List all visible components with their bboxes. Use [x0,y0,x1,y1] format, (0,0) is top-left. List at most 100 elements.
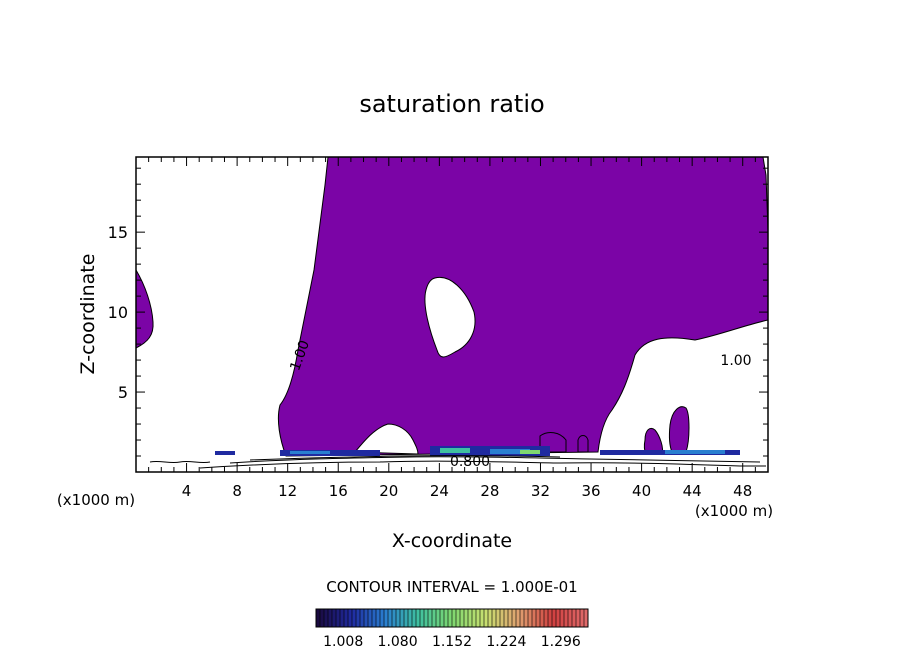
colorbar-segment [572,609,576,627]
subsaturated-hole [424,276,476,358]
colorbar-segment [512,609,516,627]
colorbar-segment [440,609,444,627]
colorbar-segment [476,609,480,627]
colorbar-segment [464,609,468,627]
colorbar-segment [360,609,364,627]
x-tick-label: 12 [278,482,297,500]
surface-contours [149,455,766,469]
saturation-blob-right-2 [643,427,663,455]
y-tick-label: 5 [118,383,128,402]
x-unit-right: (x1000 m) [695,502,773,520]
contour-interval: CONTOUR INTERVAL = 1.000E-01 [326,578,577,596]
colorbar-segment [364,609,368,627]
colorbar-segment [456,609,460,627]
colorbar-segment [544,609,548,627]
colorbar-segment [540,609,544,627]
colorbar-segment [516,609,520,627]
colorbar-segment [400,609,404,627]
x-tick-label: 24 [430,482,449,500]
colorbar-segment [492,609,496,627]
colorbar-segment [320,609,324,627]
subsaturated-notch [353,423,419,455]
x-tick-label: 16 [329,482,348,500]
x-unit-left: (x1000 m) [57,491,135,509]
colorbar-segment [584,609,588,627]
colorbar-segment [352,609,356,627]
colorbar-segment [480,609,484,627]
colorbar-segment [376,609,380,627]
colorbar-segment [568,609,572,627]
colorbar-segment [388,609,392,627]
colorbar-frame [315,608,589,628]
high-saturation-band [215,446,740,456]
colorbar-segment [536,609,540,627]
x-tick-label: 48 [733,482,752,500]
colorbar-segment [580,609,584,627]
y-tick-label: 15 [108,223,128,242]
colorbar-segment [356,609,360,627]
colorbar-segment [444,609,448,627]
colorbar-segment [412,609,416,627]
chart-title: saturation ratio [359,90,544,118]
x-tick-label: 28 [480,482,499,500]
saturation-region-left [135,268,154,349]
colorbar-segment [528,609,532,627]
saturation-region-main [277,156,769,457]
colorbar-segment [324,609,328,627]
colorbar-segment [564,609,568,627]
colorbar-segment [404,609,408,627]
colorbar-labels: 1.008 1.080 1.152 1.224 1.296 [323,634,581,650]
colorbar-label: 1.296 [541,634,581,650]
saturation-blob-right-1 [668,406,690,453]
x-tick-label: 40 [632,482,651,500]
colorbar-segment [344,609,348,627]
colorbar-label: 1.152 [432,634,472,650]
colorbar-segment [384,609,388,627]
colorbar-segment [532,609,536,627]
colorbar-segment [496,609,500,627]
colorbar-segment [484,609,488,627]
x-tick-label: 4 [182,482,192,500]
colorbar-segment [432,609,436,627]
colorbar-segment [340,609,344,627]
colorbar-segment [328,609,332,627]
colorbar-segment [576,609,580,627]
colorbar-segment [468,609,472,627]
colorbar-segment [368,609,372,627]
x-tick-label: 36 [581,482,600,500]
colorbar-segment [524,609,528,627]
x-axis-label: X-coordinate [392,530,512,552]
colorbar-label: 1.080 [378,634,418,650]
colorbar-segment [408,609,412,627]
colorbar-segment [452,609,456,627]
x-tick-label: 32 [531,482,550,500]
colorbar-segment [424,609,428,627]
colorbar-segment [436,609,440,627]
colorbar-segment [372,609,376,627]
y-axis-label: Z-coordinate [77,254,99,375]
colorbar-segment [460,609,464,627]
saturation-blob-right-3 [577,435,589,453]
colorbar-segment [392,609,396,627]
colorbar-segment [504,609,508,627]
colorbar-segment [552,609,556,627]
colorbar-segment [428,609,432,627]
colorbar-segment [316,609,320,627]
colorbar-segment [548,609,552,627]
colorbar-segment [380,609,384,627]
colorbar-label: 1.008 [323,634,363,650]
colorbar-segment [520,609,524,627]
contour-label-3: 0.800 [450,454,490,470]
colorbar-segment [508,609,512,627]
colorbar [315,609,588,627]
x-tick-label: 8 [232,482,242,500]
colorbar-segment [472,609,476,627]
colorbar-segment [560,609,564,627]
colorbar-segment [332,609,336,627]
colorbar-segment [336,609,340,627]
colorbar-segment [420,609,424,627]
colorbar-label: 1.224 [486,634,526,650]
colorbar-segment [448,609,452,627]
